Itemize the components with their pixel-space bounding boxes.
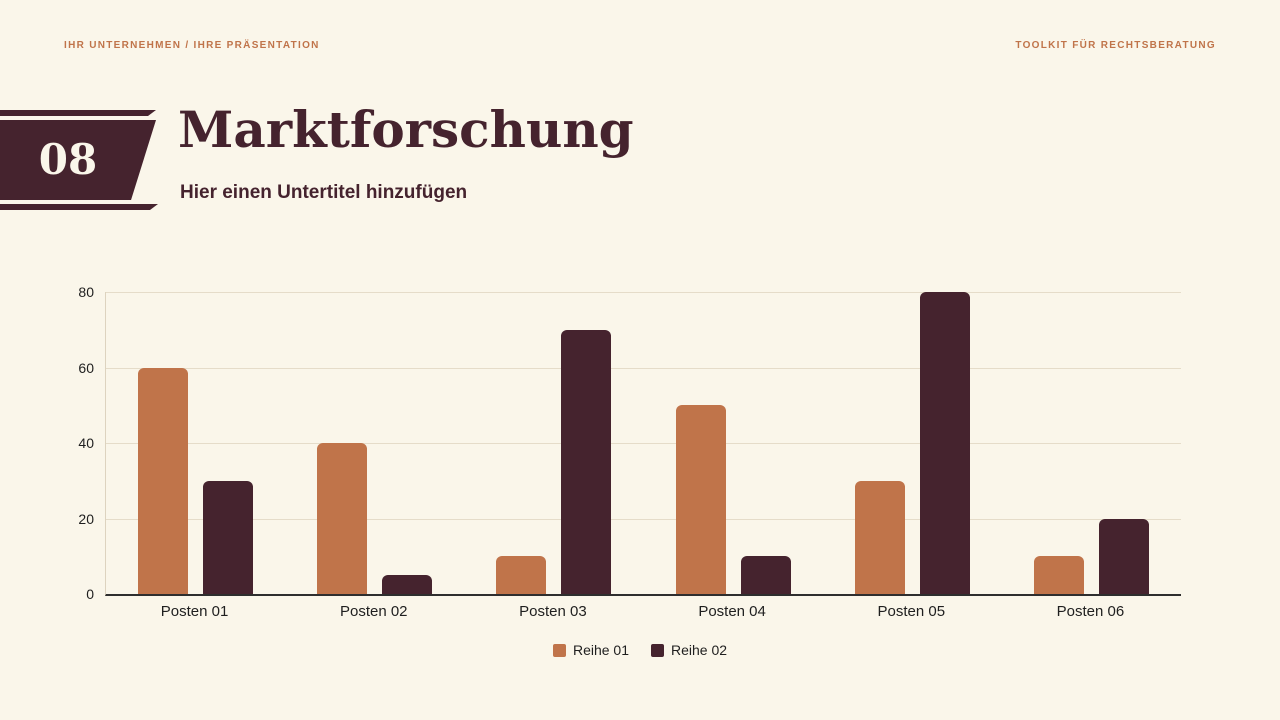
bar-reihe-01 <box>138 367 189 594</box>
bar-reihe-01 <box>496 556 547 594</box>
bar-reihe-01 <box>1033 556 1084 594</box>
ribbon-body: 08 <box>0 120 156 200</box>
category-label: Posten 05 <box>877 603 946 620</box>
bar-group <box>464 292 643 594</box>
y-axis-tick-label: 40 <box>78 435 94 451</box>
bar-reihe-01 <box>854 480 905 594</box>
grid-line <box>106 292 1181 293</box>
legend-item: Reihe 01 <box>552 642 629 658</box>
bar-chart-plot-area: 0 20 40 60 80 <box>78 284 1181 602</box>
bar-reihe-02 <box>382 575 433 594</box>
slide-title: Marktforschung <box>178 100 634 159</box>
category-label: Posten 01 <box>160 603 229 620</box>
bar-group <box>106 292 285 594</box>
bar-group <box>823 292 1002 594</box>
y-axis-tick-label: 0 <box>86 586 94 602</box>
bar-reihe-02 <box>203 480 254 594</box>
y-axis-tick-label: 20 <box>78 510 94 527</box>
category-label: Posten 04 <box>698 603 766 620</box>
header-left-text: IHR UNTERNEHMEN / IHRE PRÄSENTATION <box>64 40 320 51</box>
legend-label: Reihe 02 <box>671 642 728 658</box>
bar-group <box>644 292 823 594</box>
category-label: Posten 02 <box>339 603 408 620</box>
section-number: 08 <box>38 135 98 184</box>
ribbon-bottom-strip <box>0 204 158 210</box>
legend-swatch <box>552 643 566 657</box>
bar-reihe-01 <box>675 405 726 594</box>
chart-legend: Reihe 01 Reihe 02 <box>0 642 1280 658</box>
grid-line <box>106 443 1181 444</box>
slide-subtitle: Hier einen Untertitel hinzufügen <box>180 182 468 203</box>
section-number-ribbon: 08 <box>0 110 170 210</box>
legend-label: Reihe 01 <box>572 642 629 658</box>
bar-reihe-02 <box>1098 518 1149 594</box>
bar-reihe-02 <box>561 329 612 594</box>
legend-swatch <box>651 643 664 657</box>
category-label: Posten 06 <box>1056 603 1125 620</box>
y-axis-tick-label: 80 <box>78 284 94 300</box>
header-right-text: TOOLKIT FÜR RECHTSBERATUNG <box>1015 40 1216 51</box>
category-label: Posten 03 <box>519 603 587 620</box>
grid-line <box>106 367 1181 369</box>
y-axis-tick-label: 60 <box>78 359 94 376</box>
ribbon-top-strip <box>0 110 156 116</box>
bar-group <box>1002 292 1181 594</box>
legend-item: Reihe 02 <box>651 642 727 658</box>
bar-reihe-02 <box>919 292 970 594</box>
bar-reihe-01 <box>317 443 368 594</box>
bar-group <box>285 292 464 594</box>
category-axis: Posten 01 Posten 02 Posten 03 Posten 04 Post… <box>105 603 1180 620</box>
bar-reihe-02 <box>740 556 791 594</box>
grid-line <box>106 518 1181 520</box>
bar-groups <box>106 292 1181 594</box>
